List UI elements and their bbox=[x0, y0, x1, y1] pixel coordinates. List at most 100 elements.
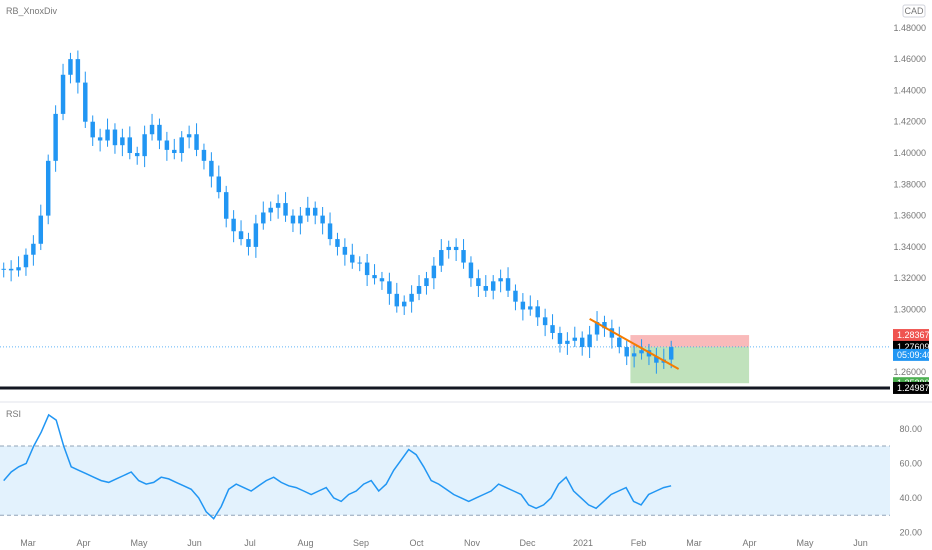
trendline[interactable] bbox=[589, 318, 680, 370]
rsi-band bbox=[0, 446, 890, 516]
candle bbox=[668, 340, 674, 369]
candle bbox=[253, 214, 259, 258]
rsi-pane bbox=[0, 413, 890, 520]
candle bbox=[379, 271, 385, 290]
candle bbox=[305, 196, 311, 222]
rsi-tick-label: 80.00 bbox=[899, 424, 922, 434]
candle bbox=[223, 185, 229, 228]
candle bbox=[498, 269, 503, 293]
candle bbox=[476, 269, 481, 297]
price-tick-label: 1.40000 bbox=[893, 148, 926, 158]
price-badge: 05:09:40 bbox=[893, 348, 932, 361]
price-tick-label: 1.48000 bbox=[893, 23, 926, 33]
stop-zone[interactable] bbox=[630, 335, 750, 347]
candle bbox=[290, 209, 296, 233]
candle bbox=[90, 115, 95, 146]
candle bbox=[372, 264, 377, 285]
price-tick-label: 1.46000 bbox=[893, 54, 926, 64]
candle bbox=[320, 207, 325, 235]
rsi-tick-label: 60.00 bbox=[899, 458, 922, 468]
candle bbox=[579, 331, 585, 356]
candle bbox=[594, 311, 600, 341]
time-tick-label: Sep bbox=[353, 538, 369, 548]
candles bbox=[1, 50, 674, 374]
candle bbox=[194, 123, 199, 157]
candle bbox=[53, 105, 58, 172]
candle bbox=[550, 314, 555, 340]
candle bbox=[520, 293, 526, 321]
candle bbox=[542, 308, 548, 337]
time-axis[interactable]: Mar Apr May Jun Jul Aug Sep Oct Nov Dec 2021 Feb Mar… bbox=[20, 538, 868, 548]
candle bbox=[624, 340, 629, 366]
candle bbox=[490, 275, 496, 300]
candle bbox=[312, 201, 318, 225]
candle bbox=[513, 284, 518, 311]
candle bbox=[416, 275, 422, 301]
candle bbox=[105, 118, 110, 147]
candle bbox=[609, 319, 615, 349]
chart-title: RB_XnoxDiv bbox=[6, 6, 58, 16]
candle bbox=[23, 248, 29, 276]
candle bbox=[631, 344, 637, 368]
candle bbox=[164, 131, 170, 161]
time-tick-label: 2021 bbox=[573, 538, 593, 548]
currency-badge[interactable]: CAD bbox=[902, 4, 926, 18]
time-tick-label: Dec bbox=[519, 538, 536, 548]
candle bbox=[431, 257, 437, 290]
price-tick-label: 1.30000 bbox=[893, 304, 926, 314]
candle bbox=[565, 332, 570, 355]
candle bbox=[16, 256, 21, 277]
candle bbox=[38, 204, 44, 251]
price-tick-label: 1.42000 bbox=[893, 117, 926, 127]
price-tick-label: 1.36000 bbox=[893, 211, 926, 221]
candle bbox=[261, 201, 266, 230]
candle bbox=[654, 347, 659, 374]
rsi-title: RSI bbox=[6, 409, 21, 419]
candle bbox=[342, 238, 348, 266]
candle bbox=[409, 285, 414, 313]
candle bbox=[112, 123, 118, 154]
svg-text:1.28367: 1.28367 bbox=[897, 330, 930, 340]
candle bbox=[298, 207, 303, 235]
rsi-line bbox=[3, 413, 672, 520]
time-tick-label: Jun bbox=[187, 538, 202, 548]
candle bbox=[528, 295, 533, 316]
price-tick-label: 1.26000 bbox=[893, 367, 926, 377]
candle bbox=[283, 192, 288, 222]
rsi-axis[interactable]: 80.00 60.00 40.00 20.00 bbox=[899, 424, 922, 538]
candle bbox=[275, 194, 281, 219]
candle bbox=[505, 267, 511, 297]
time-tick-label: Aug bbox=[297, 538, 313, 548]
price-axis[interactable]: 1.48000 1.46000 1.44000 1.42000 1.40000 1.380… bbox=[893, 23, 926, 377]
time-tick-label: Oct bbox=[409, 538, 424, 548]
candle bbox=[120, 128, 125, 157]
rsi-tick-label: 40.00 bbox=[899, 493, 922, 503]
price-tick-label: 1.32000 bbox=[893, 273, 926, 283]
time-tick-label: Jul bbox=[244, 538, 256, 548]
candle bbox=[60, 63, 66, 121]
time-tick-label: Feb bbox=[631, 538, 647, 548]
candle bbox=[97, 128, 103, 152]
price-tick-label: 1.38000 bbox=[893, 179, 926, 189]
price-badge: 1.28367 bbox=[893, 329, 930, 342]
time-tick-label: Jun bbox=[853, 538, 868, 548]
candle bbox=[557, 326, 563, 353]
rsi-tick-label: 20.00 bbox=[899, 528, 922, 538]
candle bbox=[461, 239, 466, 269]
candle bbox=[1, 262, 6, 278]
candle bbox=[357, 256, 362, 272]
svg-text:05:09:40: 05:09:40 bbox=[897, 350, 932, 360]
candle bbox=[335, 232, 340, 256]
candle bbox=[350, 243, 355, 269]
candle bbox=[186, 125, 192, 149]
candle bbox=[68, 52, 73, 84]
time-tick-label: Mar bbox=[20, 538, 36, 548]
candle bbox=[327, 212, 333, 246]
position-zones bbox=[630, 335, 750, 384]
time-tick-label: May bbox=[796, 538, 814, 548]
candle bbox=[483, 275, 489, 297]
candle bbox=[179, 131, 184, 162]
time-tick-label: May bbox=[130, 538, 148, 548]
